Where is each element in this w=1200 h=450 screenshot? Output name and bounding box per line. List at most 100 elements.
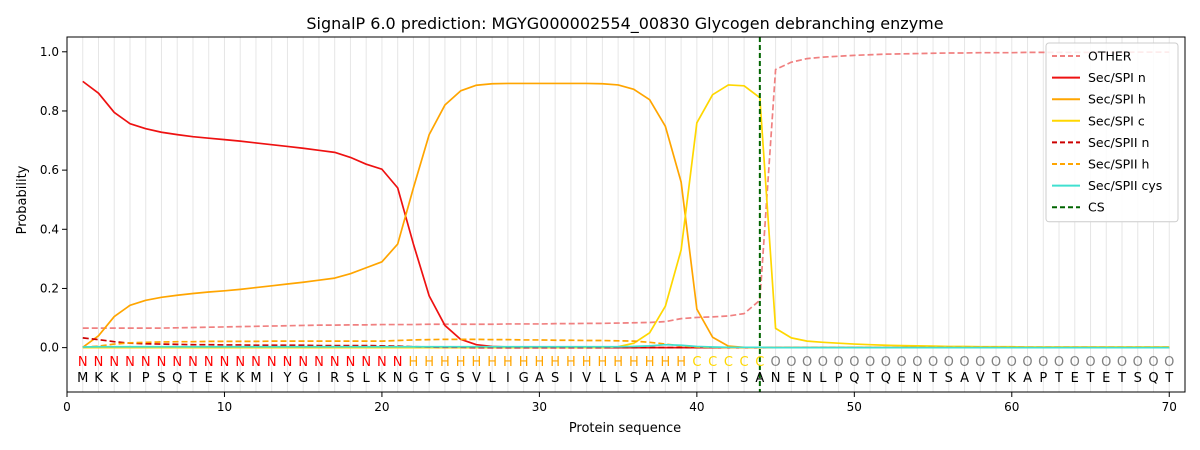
region-label: H bbox=[613, 355, 623, 370]
residue-letter: S bbox=[457, 371, 465, 386]
residue-letter: K bbox=[236, 371, 245, 386]
region-label: N bbox=[314, 355, 324, 370]
region-label: N bbox=[377, 355, 387, 370]
region-label: N bbox=[393, 355, 403, 370]
plot-frame bbox=[66, 36, 1186, 393]
residue-letter: Q bbox=[1148, 371, 1158, 386]
region-label: N bbox=[141, 355, 151, 370]
region-label: H bbox=[519, 355, 529, 370]
residue-letter: P bbox=[1039, 371, 1047, 386]
residue-letter: P bbox=[693, 371, 701, 386]
region-label: O bbox=[865, 355, 875, 370]
residue-letter: S bbox=[630, 371, 638, 386]
region-label: N bbox=[220, 355, 230, 370]
x-tick-label: 40 bbox=[689, 400, 704, 414]
y-tick-label: 0.0 bbox=[40, 341, 59, 355]
region-label: C bbox=[755, 355, 764, 370]
region-label: O bbox=[1085, 355, 1095, 370]
residue-letter: L bbox=[615, 371, 623, 386]
region-label: H bbox=[472, 355, 482, 370]
region-label: H bbox=[597, 355, 607, 370]
residue-letter: E bbox=[787, 371, 795, 386]
region-label: H bbox=[550, 355, 560, 370]
region-label: H bbox=[487, 355, 497, 370]
region-label: O bbox=[944, 355, 954, 370]
residue-letter: I bbox=[726, 371, 730, 386]
residue-letter: T bbox=[1164, 371, 1173, 386]
region-label: C bbox=[724, 355, 733, 370]
region-label: O bbox=[975, 355, 985, 370]
region-label: N bbox=[330, 355, 340, 370]
residue-letter: S bbox=[346, 371, 354, 386]
region-label: O bbox=[1133, 355, 1143, 370]
series-line-other bbox=[82, 51, 1170, 329]
y-tick-label: 0.8 bbox=[40, 104, 59, 118]
residue-letter: I bbox=[506, 371, 510, 386]
series-line-sec-spi-c bbox=[82, 84, 1170, 349]
residue-letter: E bbox=[1071, 371, 1079, 386]
region-label: N bbox=[346, 355, 356, 370]
region-label: N bbox=[109, 355, 119, 370]
residue-letter: P bbox=[835, 371, 843, 386]
residue-letter: S bbox=[740, 371, 748, 386]
residue-letter: E bbox=[897, 371, 905, 386]
residue-letter: Q bbox=[881, 371, 891, 386]
region-label: O bbox=[1070, 355, 1080, 370]
residue-letter: K bbox=[94, 371, 103, 386]
residue-letter: V bbox=[582, 371, 591, 386]
y-tick-label: 0.2 bbox=[40, 281, 59, 295]
x-tick-label: 20 bbox=[374, 400, 389, 414]
region-label: N bbox=[251, 355, 261, 370]
residue-letter: S bbox=[157, 371, 165, 386]
series-line-sec-spii-cys bbox=[82, 343, 1170, 349]
residue-letter: V bbox=[976, 371, 985, 386]
residue-letter: N bbox=[393, 371, 403, 386]
region-label: N bbox=[188, 355, 198, 370]
region-label: O bbox=[959, 355, 969, 370]
residue-letter: A bbox=[661, 371, 670, 386]
region-label: O bbox=[1164, 355, 1174, 370]
region-label: H bbox=[582, 355, 592, 370]
x-axis-label: Protein sequence bbox=[569, 421, 681, 436]
legend-label: Sec/SPII cys bbox=[1088, 178, 1162, 193]
residue-letter: G bbox=[440, 371, 450, 386]
region-label: N bbox=[361, 355, 371, 370]
residue-letter: K bbox=[220, 371, 229, 386]
residue-letter: T bbox=[1054, 371, 1063, 386]
region-label: H bbox=[535, 355, 545, 370]
residue-letter: M bbox=[250, 371, 261, 386]
region-label: O bbox=[912, 355, 922, 370]
region-label: O bbox=[802, 355, 812, 370]
residue-letter: T bbox=[991, 371, 1000, 386]
legend-label: Sec/SPI c bbox=[1088, 113, 1145, 128]
residue-letter: K bbox=[1008, 371, 1017, 386]
residue-letter: E bbox=[205, 371, 213, 386]
region-label: N bbox=[298, 355, 308, 370]
residue-letter: Q bbox=[849, 371, 859, 386]
region-label: O bbox=[1038, 355, 1048, 370]
region-label: H bbox=[660, 355, 670, 370]
y-tick-label: 0.4 bbox=[40, 222, 59, 236]
region-label: N bbox=[204, 355, 214, 370]
residue-letter: N bbox=[802, 371, 812, 386]
region-label: C bbox=[692, 355, 701, 370]
residue-letter: S bbox=[551, 371, 559, 386]
region-label: H bbox=[440, 355, 450, 370]
y-tick-label: 1.0 bbox=[40, 45, 59, 59]
region-label: N bbox=[78, 355, 88, 370]
residue-letter: M bbox=[77, 371, 88, 386]
region-label: N bbox=[125, 355, 135, 370]
residue-letter: L bbox=[363, 371, 371, 386]
region-label: H bbox=[629, 355, 639, 370]
residue-letter: I bbox=[128, 371, 132, 386]
residue-letter: L bbox=[819, 371, 827, 386]
chart-title: SignalP 6.0 prediction: MGYG000002554_00… bbox=[306, 14, 943, 34]
residue-letter: G bbox=[298, 371, 308, 386]
residue-letter: N bbox=[771, 371, 781, 386]
region-label: H bbox=[645, 355, 655, 370]
legend: OTHER Sec/SPI n Sec/SPI h Sec/SPI c Sec/SPII… bbox=[1045, 42, 1179, 223]
residue-letter: T bbox=[1086, 371, 1095, 386]
x-tick-label: 50 bbox=[847, 400, 862, 414]
